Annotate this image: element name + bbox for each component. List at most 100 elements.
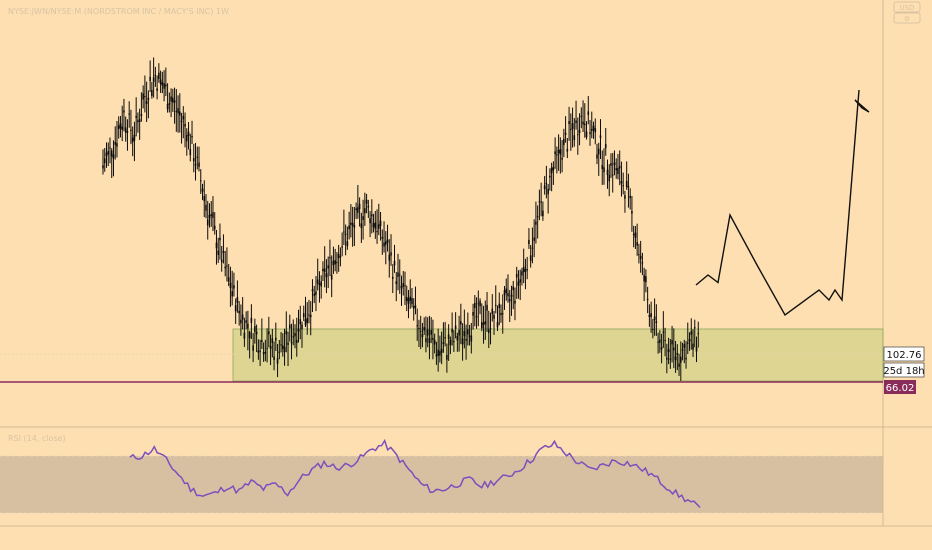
- candle-body: [170, 96, 172, 102]
- candle-body: [475, 316, 478, 318]
- candle-body: [161, 82, 164, 86]
- candle-body: [287, 342, 289, 345]
- candle-body: [620, 181, 623, 184]
- candle-body: [652, 329, 654, 331]
- candle-body: [145, 101, 148, 104]
- candle-body: [177, 108, 179, 114]
- candle-body: [166, 103, 169, 110]
- rsi-line: [129, 438, 701, 509]
- candle-body: [362, 216, 364, 220]
- candle-body: [367, 205, 370, 208]
- candle-body: [227, 277, 230, 282]
- candle-body: [323, 268, 326, 273]
- candle-body: [498, 303, 501, 309]
- candle-body: [152, 77, 155, 82]
- candle-body: [636, 242, 638, 246]
- candle-body: [465, 339, 467, 341]
- candle-body: [659, 339, 661, 343]
- candle-body: [638, 254, 640, 256]
- candle-body: [552, 166, 555, 171]
- candle-body: [563, 138, 565, 145]
- candle-body: [512, 286, 515, 291]
- candle-body: [566, 148, 569, 152]
- candle-body: [426, 329, 429, 336]
- projection-path[interactable]: [695, 89, 860, 317]
- candle-body: [280, 344, 282, 346]
- candle-body: [159, 79, 162, 85]
- candle-body: [515, 274, 518, 278]
- candle-body: [210, 214, 213, 216]
- candle-body: [432, 338, 434, 340]
- candle-body: [693, 327, 696, 329]
- candle-body: [301, 324, 303, 330]
- candle-body: [536, 216, 539, 218]
- candle-body: [674, 356, 677, 361]
- candle-body: [599, 135, 602, 138]
- candle-body: [156, 88, 158, 91]
- candle-body: [355, 208, 357, 211]
- support-zone[interactable]: [232, 328, 884, 382]
- candle-body: [329, 257, 331, 259]
- candle-body: [653, 316, 656, 321]
- candle-body: [669, 358, 672, 360]
- candle-body: [187, 131, 190, 137]
- candle-body: [666, 357, 668, 360]
- candle-body: [402, 283, 405, 287]
- candle-body: [500, 312, 502, 316]
- candle-body: [315, 291, 317, 295]
- candle-body: [655, 321, 658, 324]
- candle-body: [206, 219, 209, 226]
- candle-body: [624, 195, 626, 199]
- candle-body: [458, 330, 460, 336]
- candle-body: [308, 314, 310, 316]
- candle-body: [678, 363, 680, 367]
- candle-body: [173, 100, 176, 103]
- candle-body: [316, 279, 319, 284]
- candle-body: [343, 231, 345, 233]
- candle-body: [449, 339, 452, 346]
- candle-body: [198, 162, 200, 167]
- currency-label: USD: [900, 4, 915, 12]
- last-price-value: 102.76: [887, 350, 922, 361]
- candle-body: [213, 225, 216, 230]
- candle-body: [234, 305, 237, 312]
- candle-body: [275, 337, 277, 341]
- candle-body: [283, 346, 286, 352]
- candle-body: [505, 288, 508, 293]
- candle-body: [388, 254, 391, 261]
- candle-body: [339, 256, 342, 258]
- candle-body: [585, 131, 588, 138]
- projection-arrowhead: [854, 99, 870, 113]
- candle-body: [535, 221, 537, 225]
- candle-body: [199, 180, 202, 182]
- candle-body: [123, 110, 125, 113]
- candle-body: [294, 332, 296, 337]
- candle-body: [590, 129, 593, 131]
- candle-body: [172, 97, 174, 103]
- candle-body: [309, 314, 312, 318]
- candle-body: [571, 123, 574, 130]
- candle-body: [611, 174, 614, 176]
- candle-body: [601, 165, 604, 169]
- candle-body: [390, 252, 392, 256]
- candle-body: [254, 326, 256, 332]
- candle-body: [617, 168, 619, 175]
- candle-body: [240, 319, 242, 324]
- candle-body: [589, 132, 591, 134]
- currency-button[interactable]: USD: [893, 1, 921, 13]
- candle-body: [679, 356, 682, 363]
- candle-body: [245, 320, 247, 323]
- candle-body: [697, 333, 700, 335]
- candle-body: [252, 345, 254, 351]
- candle-body: [641, 262, 644, 264]
- candle-body: [215, 242, 218, 249]
- candle-body: [554, 151, 556, 155]
- settings-button[interactable]: ⚙: [893, 12, 921, 24]
- candle-body: [391, 276, 394, 279]
- candle-body: [131, 137, 134, 143]
- candle-body: [671, 340, 673, 345]
- candle-body: [479, 300, 481, 307]
- candle-body: [463, 331, 466, 337]
